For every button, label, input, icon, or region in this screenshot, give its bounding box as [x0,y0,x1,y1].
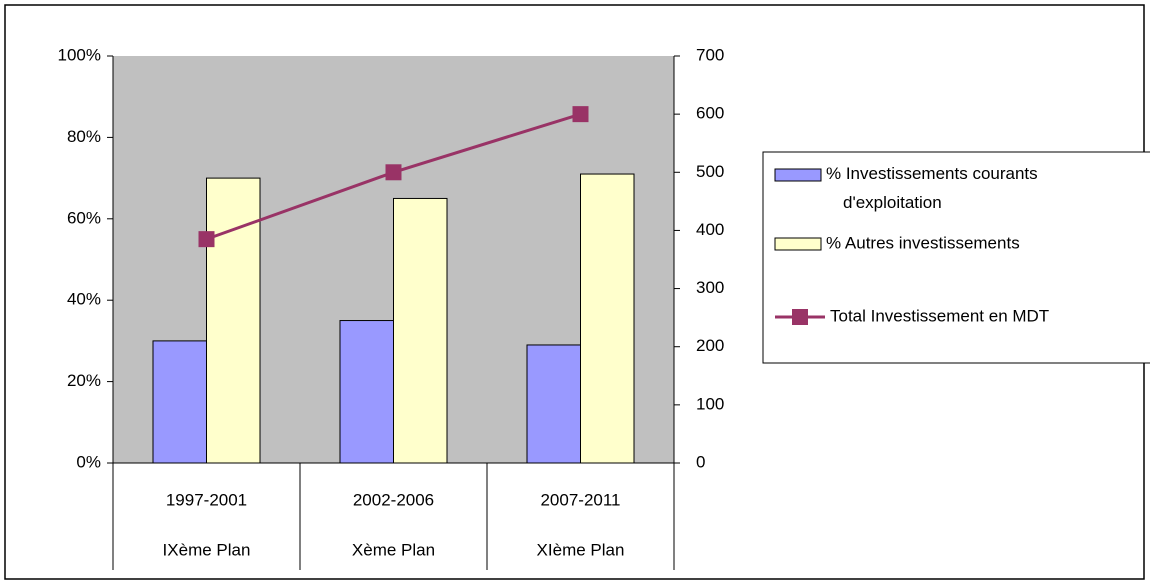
y2-tick-label: 600 [696,104,724,123]
y-tick-label: 60% [67,208,101,227]
bar [393,197,448,464]
y2-tick-label: 500 [696,162,724,181]
x-tick-label: Xème Plan [352,540,435,559]
bar [580,173,635,464]
legend-label: % Investissements courants d'exploitation [826,164,1038,212]
y-tick-label: 20% [67,371,101,390]
y-tick-label: 40% [67,290,101,309]
line-marker [385,164,402,181]
y2-tick-label: 700 [696,45,724,64]
x-tick-label: 1997-2001 [166,490,247,509]
y2-tick-label: 200 [696,336,724,355]
line-marker [572,106,589,123]
bar [152,340,207,464]
x-tick-label: XIème Plan [537,540,625,559]
y-tick-label: 80% [67,127,101,146]
bar [206,177,261,464]
y2-tick-label: 100 [696,394,724,413]
legend-marker [792,309,808,325]
y-tick-label: 100% [58,45,101,64]
y2-tick-label: 400 [696,220,724,239]
bar [526,344,581,464]
y-tick-label: 0% [76,452,101,471]
x-tick-label: 2007-2011 [540,490,620,509]
y2-tick-label: 300 [696,278,724,297]
x-tick-label: IXème Plan [163,540,251,559]
bar [339,320,394,464]
legend-label: Total Investissement en MDT [830,306,1049,325]
x-tick-label: 2002-2006 [353,490,434,509]
legend-swatch [774,168,822,182]
legend-box [762,151,1150,364]
line-marker [198,231,215,248]
y2-tick-label: 0 [696,452,705,471]
legend-swatch [774,237,822,251]
legend-label: % Autres investissements [826,233,1020,252]
